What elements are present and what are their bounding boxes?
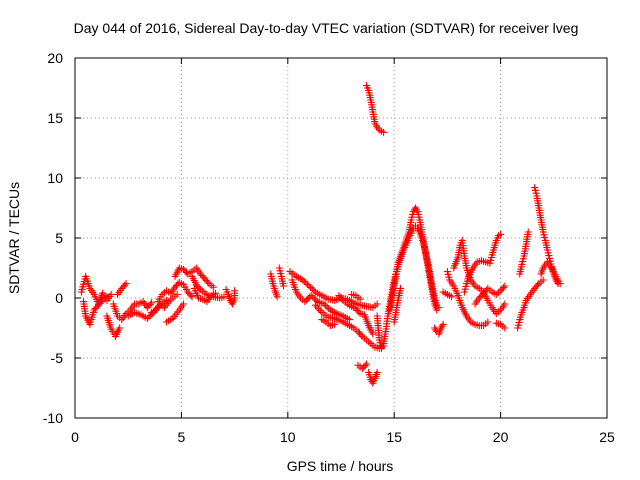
x-axis-label: GPS time / hours — [287, 458, 394, 474]
data-point — [97, 298, 105, 306]
data-point — [501, 282, 509, 290]
data-point — [484, 318, 492, 326]
data-point — [302, 296, 310, 304]
x-axis: 0 5 10 15 20 25 — [71, 58, 615, 445]
data-point — [231, 287, 239, 295]
data-point — [524, 228, 532, 236]
y-tick-label: 5 — [55, 230, 63, 246]
data-point — [303, 281, 311, 288]
x-tick-label: 10 — [280, 429, 296, 445]
data-point — [380, 128, 388, 136]
data-point — [273, 293, 281, 301]
data-point — [187, 291, 195, 299]
data-point — [309, 293, 317, 301]
data-point — [116, 324, 124, 332]
x-tick-label: 20 — [493, 429, 509, 445]
data-point — [433, 301, 441, 309]
data-point — [307, 292, 315, 300]
data-point — [331, 320, 339, 328]
y-tick-label: 10 — [47, 170, 63, 186]
grid — [75, 58, 607, 418]
data-point — [346, 316, 354, 324]
data-point — [316, 307, 324, 315]
data-point — [556, 280, 564, 288]
data-point — [322, 302, 330, 309]
y-tick-label: 15 — [47, 110, 63, 126]
data-point — [148, 299, 156, 307]
data-point — [320, 300, 328, 308]
data-point — [107, 290, 115, 298]
data-point — [363, 360, 371, 368]
data-point — [308, 285, 316, 293]
data-point — [122, 280, 130, 288]
data-point — [188, 293, 196, 301]
data-point — [497, 230, 505, 238]
data-point — [301, 298, 309, 306]
data-point — [338, 295, 346, 303]
data-point — [173, 290, 181, 298]
data-point — [103, 293, 111, 301]
data-point — [146, 300, 154, 308]
data-point — [147, 311, 155, 319]
data-point — [302, 279, 310, 287]
y-axis-label: SDTVAR / TECUs — [6, 182, 22, 294]
data-point — [397, 284, 405, 292]
data-point — [145, 313, 153, 321]
data-point — [357, 331, 365, 339]
data-point — [323, 303, 331, 311]
data-point — [501, 300, 509, 308]
data-point — [373, 300, 381, 308]
data-point — [533, 281, 541, 289]
data-point — [310, 295, 318, 303]
data-point — [304, 295, 312, 303]
data-point — [209, 283, 217, 291]
data-point — [369, 330, 377, 338]
data-point — [307, 284, 315, 291]
data-point — [280, 282, 288, 290]
data-point — [305, 282, 313, 290]
y-tick-label: 20 — [47, 50, 63, 66]
data-point — [211, 289, 219, 297]
data-point — [315, 305, 323, 313]
data-point — [448, 293, 456, 301]
data-point — [439, 320, 447, 328]
chart-title: Day 044 of 2016, Sidereal Day-to-day VTE… — [74, 20, 579, 36]
x-tick-label: 0 — [71, 429, 79, 445]
y-axis: -10 -5 0 5 10 15 20 — [43, 50, 607, 426]
data-point — [499, 284, 507, 292]
data-point — [356, 295, 364, 303]
data-point — [300, 278, 308, 285]
x-tick-label: 15 — [386, 429, 402, 445]
x-tick-label: 25 — [599, 429, 615, 445]
data-point — [325, 305, 333, 312]
data-point — [310, 287, 318, 294]
data-points — [77, 82, 564, 387]
data-point — [204, 278, 212, 286]
data-point — [143, 314, 151, 322]
data-point — [501, 324, 509, 332]
data-point — [180, 300, 188, 308]
data-point — [373, 368, 381, 376]
data-point — [355, 308, 363, 316]
data-point — [539, 276, 547, 284]
y-tick-label: -5 — [51, 350, 64, 366]
data-point — [121, 281, 129, 289]
data-point — [361, 362, 369, 370]
x-tick-label: 5 — [178, 429, 186, 445]
y-tick-label: -10 — [43, 410, 63, 426]
data-point — [299, 276, 307, 284]
y-tick-label: 0 — [55, 290, 63, 306]
